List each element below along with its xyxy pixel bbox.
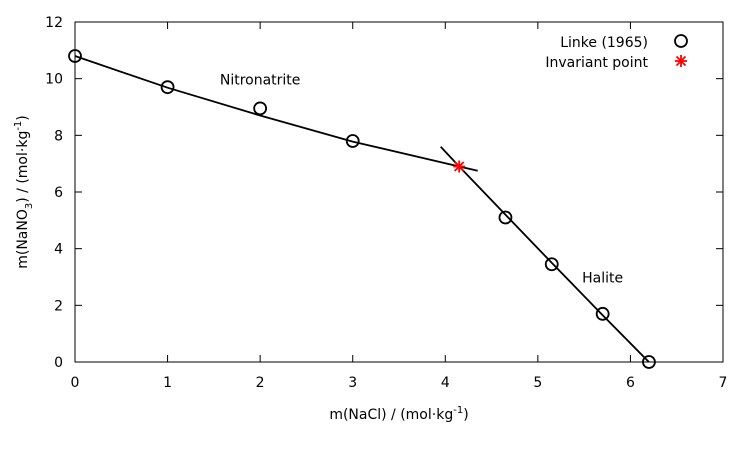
annotations: Nitronatrite Halite xyxy=(220,72,623,286)
x-tick-label-2: 2 xyxy=(256,375,265,391)
legend-label-invariant: Invariant point xyxy=(545,55,648,71)
point-0-2 xyxy=(253,101,268,116)
data-points xyxy=(68,49,656,369)
point-0-6 xyxy=(595,306,610,321)
x-axis-label: m(NaCl) / (mol·kg-1) xyxy=(329,405,468,423)
y-tick-label-10: 10 xyxy=(45,72,63,88)
point-0-5 xyxy=(544,257,559,272)
x-tick-label-3: 3 xyxy=(348,375,357,391)
point-0-3 xyxy=(345,134,360,148)
y-tick-label-0: 0 xyxy=(54,355,63,371)
plot-frame xyxy=(74,21,724,363)
y-tick-label-8: 8 xyxy=(54,128,63,144)
legend-marker-linke xyxy=(674,34,688,48)
halite-curve xyxy=(440,146,650,363)
x-tick-label-1: 1 xyxy=(163,375,172,391)
y-tick-label-12: 12 xyxy=(45,15,63,31)
y-axis-label: m(NaNO3) / (mol·kg-1) xyxy=(13,115,35,269)
point-0-0 xyxy=(68,49,82,63)
x-tick-label-6: 6 xyxy=(626,375,635,391)
point-0-4 xyxy=(498,210,513,225)
y-tick-label-4: 4 xyxy=(54,242,63,258)
x-tick-label-7: 7 xyxy=(719,375,728,391)
y-tick-label-2: 2 xyxy=(54,298,63,314)
halite-label: Halite xyxy=(582,271,623,287)
point-0-7 xyxy=(642,355,656,369)
legend-label-linke: Linke (1965) xyxy=(560,35,648,51)
point-1-0 xyxy=(453,160,466,173)
y-tick-label-6: 6 xyxy=(54,185,63,201)
legend: Linke (1965) Invariant point xyxy=(545,34,688,71)
legend-marker-invariant xyxy=(675,55,687,67)
x-tick-label-0: 0 xyxy=(71,375,80,391)
x-tick-label-4: 4 xyxy=(441,375,450,391)
axis-ticks xyxy=(74,21,724,363)
x-tick-label-5: 5 xyxy=(533,375,542,391)
fit-curves xyxy=(74,55,650,363)
point-0-1 xyxy=(160,80,175,95)
nitronatrite-label: Nitronatrite xyxy=(220,72,301,88)
